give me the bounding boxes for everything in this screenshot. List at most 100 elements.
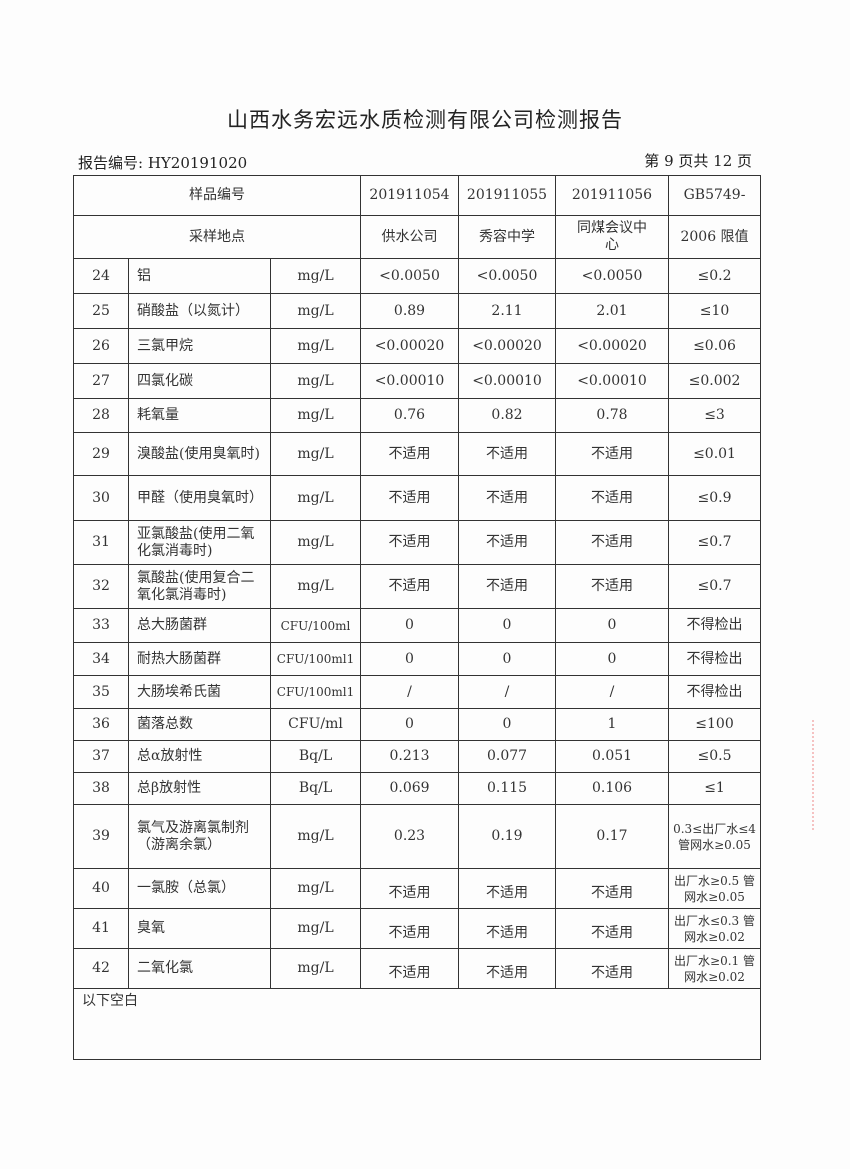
sample-no-label: 样品编号: [72, 175, 362, 216]
value: 0: [360, 708, 460, 741]
value: <0.0050: [458, 258, 557, 294]
limit: ≤100: [668, 708, 762, 741]
table-row: 40 一氯胺（总氯） mg/L 不适用 不适用 不适用 出厂水≥0.5 管网水≥0.05: [73, 868, 762, 909]
limit: ≤0.002: [668, 363, 762, 399]
report-number: 报告编号: HY20191020: [78, 154, 248, 172]
limit: ≤1: [668, 772, 762, 805]
unit: mg/L: [269, 868, 362, 909]
value: 0: [458, 642, 557, 676]
unit: mg/L: [269, 293, 362, 329]
value: 不适用: [360, 432, 460, 476]
value: 不适用: [360, 948, 460, 989]
table-row: 39 氯气及游离氯制剂（游离余氯） mg/L 0.23 0.19 0.17 0.3≤出厂水≤…: [73, 804, 762, 869]
value: 0.069: [360, 772, 460, 805]
value: 不适用: [458, 948, 557, 989]
unit: mg/L: [269, 328, 362, 364]
value: 0.19: [458, 804, 557, 869]
sample-no: 201911056: [555, 175, 670, 216]
limit: ≤0.01: [668, 432, 762, 476]
header-row-sample: 样品编号 201911054 201911055 201911056 GB574…: [72, 175, 762, 216]
item-name: 四氯化碳: [128, 363, 271, 399]
unit: mg/L: [269, 804, 362, 869]
item-number: 31: [73, 520, 129, 565]
value: 0.89: [360, 293, 460, 329]
item-name: 耐热大肠菌群: [128, 642, 271, 676]
value: 0.78: [555, 398, 670, 433]
value: 0: [360, 642, 460, 676]
table-row: 33 总大肠菌群 CFU/100ml 0 0 0 不得检出: [73, 608, 762, 643]
value: 0: [360, 608, 460, 643]
limit: 出厂水≥0.5 管网水≥0.05: [668, 868, 762, 909]
value: 0.17: [555, 804, 670, 869]
item-number: 33: [73, 608, 129, 643]
item-name: 菌落总数: [128, 708, 271, 741]
item-name: 总大肠菌群: [128, 608, 271, 643]
table-row: 37 总α放射性 Bq/L 0.213 0.077 0.051 ≤0.5: [73, 740, 762, 773]
location: 同煤会议中心: [555, 215, 670, 259]
location: 秀容中学: [458, 215, 557, 259]
sample-no: 201911054: [360, 175, 460, 216]
value: 0: [555, 608, 670, 643]
limit: 不得检出: [668, 608, 762, 643]
item-number: 35: [73, 675, 129, 709]
value: 不适用: [458, 520, 557, 565]
value: 不适用: [458, 432, 557, 476]
table-row: 26 三氯甲烷 mg/L <0.00020 <0.00020 <0.00020 ≤0.06: [73, 328, 762, 364]
value: 2.01: [555, 293, 670, 329]
item-name: 亚氯酸盐(使用二氧化氯消毒时): [128, 520, 271, 565]
value: 不适用: [555, 520, 670, 565]
limit: ≤10: [668, 293, 762, 329]
unit: mg/L: [269, 564, 362, 609]
item-name: 总α放射性: [128, 740, 271, 773]
value: /: [555, 675, 670, 709]
item-number: 34: [73, 642, 129, 676]
table-row: 27 四氯化碳 mg/L <0.00010 <0.00010 <0.00010 ≤0.002: [73, 363, 762, 399]
item-name: 二氧化氯: [128, 948, 271, 989]
item-name: 一氯胺（总氯）: [128, 868, 271, 909]
table-row: 28 耗氧量 mg/L 0.76 0.82 0.78 ≤3: [73, 398, 762, 433]
value: 不适用: [458, 564, 557, 609]
unit: CFU/ml: [269, 708, 362, 741]
item-number: 24: [73, 258, 129, 294]
item-number: 32: [73, 564, 129, 609]
item-number: 37: [73, 740, 129, 773]
limit-header-2: 2006 限值: [668, 215, 762, 259]
unit: mg/L: [269, 398, 362, 433]
value: 0: [458, 708, 557, 741]
limit: 不得检出: [668, 675, 762, 709]
value: 不适用: [555, 564, 670, 609]
page-number: 第 9 页共 12 页: [644, 152, 752, 170]
value: 不适用: [360, 475, 460, 521]
item-name: 氯气及游离氯制剂（游离余氯）: [128, 804, 271, 869]
item-name: 大肠埃希氏菌: [128, 675, 271, 709]
item-number: 28: [73, 398, 129, 433]
value: 0: [458, 608, 557, 643]
value: 0.82: [458, 398, 557, 433]
limit: 不得检出: [668, 642, 762, 676]
value: 不适用: [458, 908, 557, 949]
item-number: 26: [73, 328, 129, 364]
limit: ≤0.7: [668, 520, 762, 565]
unit: Bq/L: [269, 772, 362, 805]
value: 不适用: [360, 908, 460, 949]
value: 0.23: [360, 804, 460, 869]
value: 1: [555, 708, 670, 741]
item-number: 27: [73, 363, 129, 399]
value: 0.115: [458, 772, 557, 805]
value: 不适用: [360, 520, 460, 565]
item-name: 氯酸盐(使用复合二氧化氯消毒时): [128, 564, 271, 609]
item-number: 29: [73, 432, 129, 476]
limit: ≤0.06: [668, 328, 762, 364]
table-row: 32 氯酸盐(使用复合二氧化氯消毒时) mg/L 不适用 不适用 不适用 ≤0.7: [73, 564, 762, 609]
unit: mg/L: [269, 520, 362, 565]
unit: mg/L: [269, 948, 362, 989]
item-number: 38: [73, 772, 129, 805]
location: 供水公司: [360, 215, 460, 259]
item-name: 耗氧量: [128, 398, 271, 433]
item-number: 25: [73, 293, 129, 329]
limit: ≤0.9: [668, 475, 762, 521]
table-row: 29 溴酸盐(使用臭氧时) mg/L 不适用 不适用 不适用 ≤0.01: [73, 432, 762, 476]
value: <0.00010: [458, 363, 557, 399]
item-number: 41: [73, 908, 129, 949]
